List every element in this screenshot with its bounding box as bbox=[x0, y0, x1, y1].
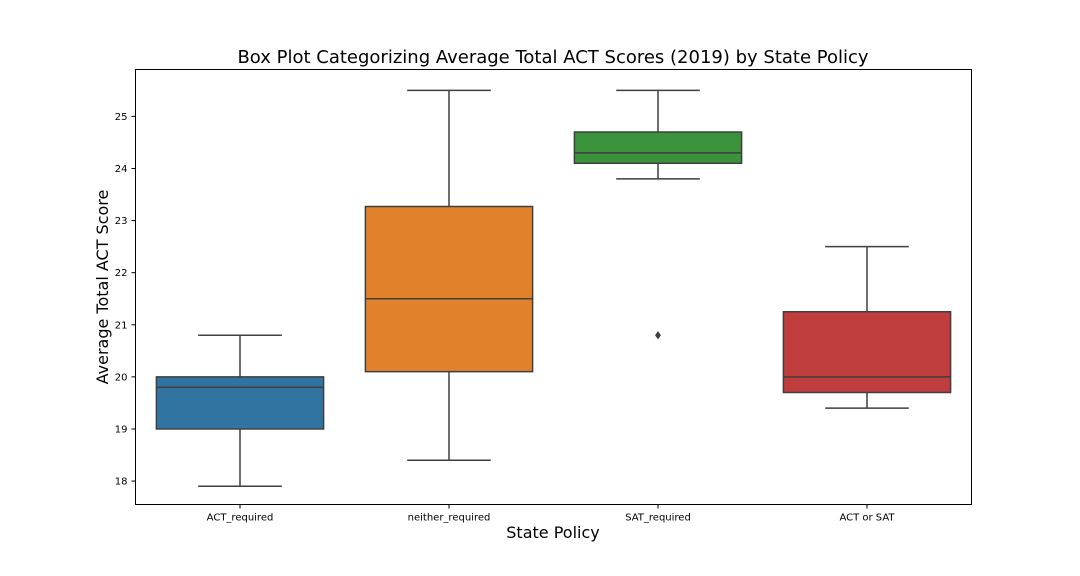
y-axis-label: Average Total ACT Score bbox=[93, 190, 112, 385]
x-axis: ACT_required neither_required SAT_required… bbox=[207, 504, 895, 524]
iqr-box bbox=[573, 131, 743, 165]
outlier-point bbox=[655, 330, 661, 340]
box-neither-required bbox=[364, 89, 534, 461]
y-tick-label: 20 bbox=[115, 372, 128, 383]
box-act-or-sat bbox=[782, 245, 952, 409]
y-tick-label: 21 bbox=[115, 320, 128, 331]
x-tick-label: SAT_required bbox=[625, 513, 691, 524]
y-tick-label: 18 bbox=[115, 477, 128, 488]
box-sat-required bbox=[573, 89, 743, 340]
y-tick-label: 24 bbox=[115, 164, 128, 175]
y-tick-label: 22 bbox=[115, 268, 128, 279]
x-tick-label: neither_required bbox=[408, 513, 491, 524]
plot-area bbox=[155, 89, 952, 488]
iqr-box bbox=[364, 205, 534, 373]
x-tick-label: ACT or SAT bbox=[839, 513, 895, 524]
x-tick-label: ACT_required bbox=[207, 513, 274, 524]
iqr-box bbox=[782, 310, 952, 394]
chart-title: Box Plot Categorizing Average Total ACT … bbox=[237, 47, 868, 68]
y-tick-label: 19 bbox=[115, 424, 128, 435]
y-axis: 18 19 20 21 22 23 24 25 bbox=[115, 112, 136, 488]
y-tick-label: 25 bbox=[115, 112, 128, 123]
plot-frame bbox=[135, 69, 972, 505]
y-tick-label: 23 bbox=[115, 216, 128, 227]
iqr-box bbox=[155, 376, 325, 430]
box-act-required bbox=[155, 334, 325, 488]
x-axis-label: State Policy bbox=[506, 523, 599, 542]
